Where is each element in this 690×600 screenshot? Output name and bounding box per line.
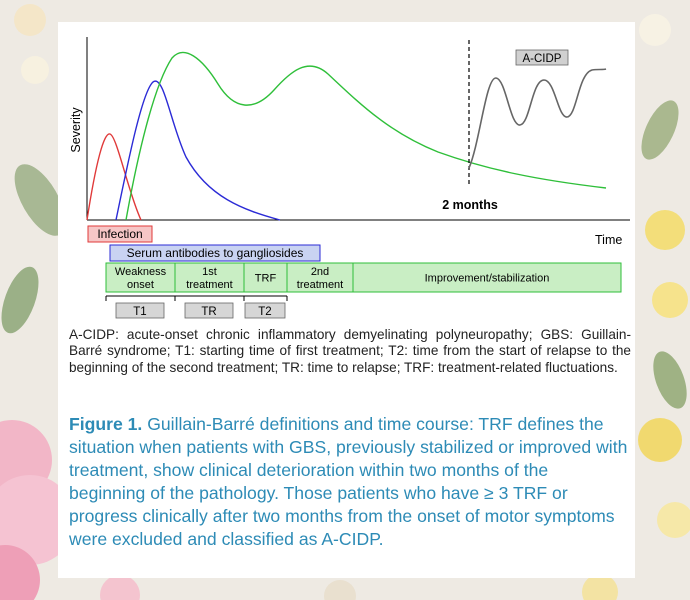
pink-flower-left-icon bbox=[0, 4, 75, 600]
phase-second-line2: treatment bbox=[297, 279, 343, 291]
phase-weakness-line2: onset bbox=[127, 279, 154, 291]
acidp-badge bbox=[515, 49, 569, 66]
antibodies-box bbox=[109, 244, 321, 262]
phase-improvement-label: Improvement/stabilization bbox=[425, 273, 550, 285]
gbs-curve bbox=[125, 51, 607, 221]
interval-t2: T2 bbox=[258, 306, 271, 318]
two-months-label: 2 months bbox=[442, 198, 498, 212]
figure-caption: Figure 1. Guillain-Barré definitions and… bbox=[69, 413, 629, 552]
yellow-flower-right-icon bbox=[638, 14, 690, 538]
x-axis-label: Time bbox=[595, 233, 622, 247]
interval-tr-box bbox=[184, 302, 234, 319]
abbreviation-legend: A-CIDP: acute-onset chronic inflammatory… bbox=[69, 327, 631, 375]
phase-trf bbox=[243, 262, 288, 293]
interval-brackets bbox=[105, 295, 288, 301]
figure-card: Severity Time 2 months A-CIDP Infection … bbox=[58, 22, 635, 578]
infection-box bbox=[87, 225, 153, 243]
acidp-curve bbox=[468, 68, 607, 169]
infection-label: Infection bbox=[97, 227, 142, 241]
phase-weakness-line1: Weakness bbox=[115, 266, 167, 278]
time-course-diagram: Severity Time 2 months A-CIDP Infection … bbox=[69, 37, 630, 319]
figure-caption-text: Guillain-Barré definitions and time cour… bbox=[69, 414, 628, 550]
y-axis-label: Severity bbox=[69, 107, 83, 153]
figure-label: Figure 1. bbox=[69, 414, 143, 434]
interval-t1: T1 bbox=[133, 306, 146, 318]
infection-curve bbox=[86, 133, 142, 221]
phase-second-line1: 2nd bbox=[311, 266, 329, 278]
acidp-badge-text: A-CIDP bbox=[523, 53, 562, 65]
phase-improvement bbox=[352, 262, 622, 293]
antibodies-curve bbox=[115, 80, 281, 221]
antibodies-label: Serum antibodies to gangliosides bbox=[127, 246, 304, 260]
phase-second-treatment bbox=[286, 262, 354, 293]
interval-t1-box bbox=[115, 302, 165, 319]
bottom-flowers-icon bbox=[100, 574, 618, 600]
phase-trf-label: TRF bbox=[255, 273, 277, 285]
interval-tr: TR bbox=[201, 306, 216, 318]
phase-first-line2: treatment bbox=[186, 279, 232, 291]
interval-t2-box bbox=[244, 302, 286, 319]
phase-bar: Weakness onset 1st treatment TRF 2nd tre… bbox=[105, 262, 622, 293]
phase-first-treatment bbox=[174, 262, 245, 293]
phase-first-line1: 1st bbox=[202, 266, 217, 278]
